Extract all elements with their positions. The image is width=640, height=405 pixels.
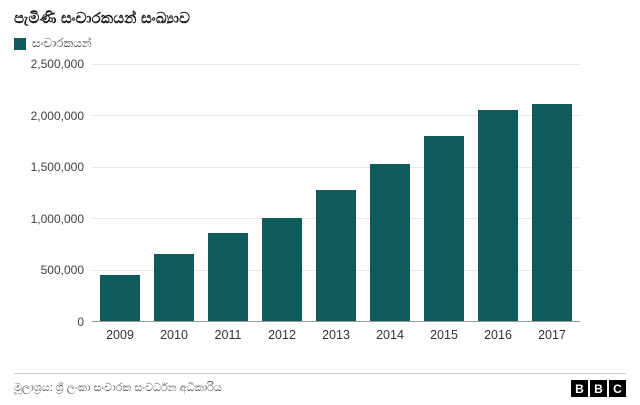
bar-chart: 2,500,000 2,000,000 1,500,000 1,000,000 500,… [14,57,626,348]
x-tick-label: 2013 [322,328,350,342]
y-tick-label: 1,000,000 [30,211,84,226]
footer: මූලාශ්‍රය: ශ්‍රී ලංකා සංචාරක සංවර්ධන අධි… [14,373,626,397]
y-tick-label: 1,500,000 [30,160,84,175]
x-tick-label: 2016 [484,328,512,342]
plot-area [92,64,580,322]
chart-title: පැමිණි සංචාරකයන් සංඛ්‍යාව [14,10,191,27]
x-tick-label: 2009 [106,328,134,342]
bar-2013 [316,189,356,321]
gridline [92,64,580,65]
y-tick-label: 0 [77,315,84,329]
bars-container [92,64,580,321]
bar-2010 [154,254,194,321]
y-tick-label: 500,000 [40,263,84,278]
bar-2016 [478,110,518,321]
y-tick-label: 2,500,000 [30,57,84,71]
bar-2015 [424,135,464,321]
bbc-logo-block: C [609,380,626,397]
y-tick-label: 2,000,000 [30,108,84,123]
bar-2011 [208,233,248,321]
bar-2014 [370,163,410,321]
x-tick-label: 2011 [214,328,242,342]
legend: සංචාරකයන් [14,36,626,51]
bar-2017 [532,103,572,321]
legend-label: සංචාරකයන් [32,36,92,50]
x-tick-label: 2015 [430,328,458,342]
x-tick-label: 2017 [538,328,566,342]
bbc-logo-block: B [590,380,607,397]
x-tick-label: 2014 [376,328,404,342]
x-axis: 2009 2010 2011 2012 2013 2014 2015 2016 2017 [92,328,580,348]
legend-swatch-icon [14,37,26,50]
bbc-logo-block: B [571,380,588,397]
bar-2012 [262,218,302,321]
gridline [92,115,580,117]
x-tick-label: 2012 [268,328,296,342]
bar-2009 [100,274,140,321]
plot-wrap: 2009 2010 2011 2012 2013 2014 2015 2016 2017 [92,64,580,348]
gridline [92,166,580,168]
source-text: මූලාශ්‍රය: ශ්‍රී ලංකා සංචාරක සංවර්ධන අධි… [14,382,222,394]
y-axis: 2,500,000 2,000,000 1,500,000 1,000,000 500,… [14,57,92,329]
x-tick-label: 2010 [160,328,188,342]
